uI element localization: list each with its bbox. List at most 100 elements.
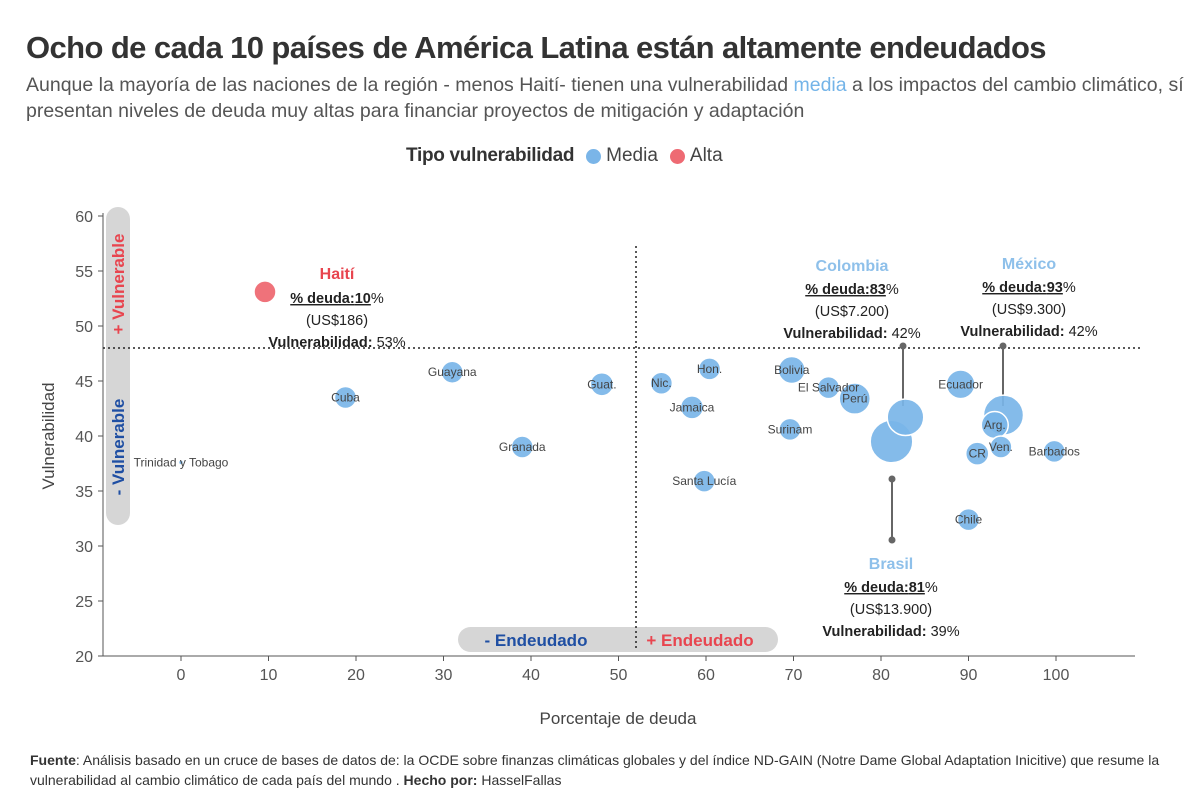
point-guayana[interactable] [440, 360, 464, 384]
footer-source-text: : Análisis basado en un cruce de bases d… [30, 752, 1160, 788]
legend-item-media[interactable]: Media [584, 145, 658, 167]
annotation-haiti: Haití % deuda:10% (US$186) Vulnerabilida… [268, 266, 405, 351]
point-jamaica[interactable] [679, 395, 705, 420]
haiti-amount: (US$186) [306, 313, 368, 329]
brasil-deuda-unit: % [925, 580, 938, 596]
haiti-vul-label: Vulnerabilidad: [268, 335, 372, 351]
x-tick-label: 10 [260, 667, 278, 684]
x-tick-label: 30 [435, 667, 453, 684]
vertical-quadrant-pill [106, 207, 130, 525]
brasil-amount: (US$13.900) [850, 602, 932, 618]
point-granada[interactable] [510, 435, 534, 459]
point-costa-rica[interactable] [964, 441, 990, 466]
mexico-deuda-label: % deuda: [982, 280, 1046, 296]
y-tick-label: 30 [75, 539, 93, 556]
legend-title: Tipo vulnerabilidad [406, 145, 575, 166]
minus-vulnerable-label: - Vulnerable [109, 399, 128, 496]
y-tick-label: 20 [75, 649, 93, 666]
point-label: Cuba [331, 391, 360, 405]
point-label: Arg. [984, 418, 1006, 432]
point-label: Ecuador [938, 377, 983, 391]
legend: Tipo vulnerabilidad Media Alta [406, 143, 733, 169]
haiti-name: Haití [320, 266, 355, 283]
haiti-deuda-unit: % [371, 291, 384, 307]
mexico-deuda-value: 93 [1047, 280, 1063, 296]
point-ecuador[interactable] [945, 369, 976, 400]
point-label: Ven. [989, 440, 1013, 454]
brasil-deuda-label: % deuda: [844, 580, 908, 596]
point-venezuela[interactable] [989, 435, 1013, 459]
mexico-leader-dot [999, 342, 1007, 350]
brasil-deuda: % deuda:81% [844, 580, 938, 596]
colombia-deuda: % deuda:83% [805, 282, 899, 298]
subtitle-part1: Aunque la mayoría de las naciones de la … [26, 74, 794, 96]
colombia-vulnerabilidad: Vulnerabilidad: 42% [783, 326, 920, 342]
mexico-amount: (US$9.300) [992, 302, 1066, 318]
y-tick-label: 50 [75, 319, 93, 336]
haiti-vulnerabilidad: Vulnerabilidad: 53% [268, 335, 405, 351]
x-tick-label: 100 [1043, 667, 1070, 684]
colombia-amount: (US$7.200) [815, 304, 889, 320]
legend-dot-alta [669, 148, 685, 164]
point-santa-luc-a[interactable] [692, 469, 716, 493]
x-tick-label: 0 [177, 667, 186, 684]
footer-made-by-text: HasselFallas [477, 772, 562, 788]
point-bolivia[interactable] [777, 355, 806, 385]
x-tick-label: 90 [960, 667, 978, 684]
x-tick-label: 40 [522, 667, 540, 684]
horizontal-quadrant-pill [458, 627, 778, 652]
point-label: CR [969, 447, 987, 461]
legend-label-media: Media [606, 145, 658, 166]
point-cuba[interactable] [333, 385, 358, 410]
point-label: El Salvador [798, 381, 859, 395]
y-tick-label: 35 [75, 484, 93, 501]
point-label: Trinidad y Tobago [134, 455, 229, 469]
colombia-deuda-value: 83 [870, 282, 886, 298]
mexico-name: México [1002, 256, 1056, 273]
legend-label-alta: Alta [689, 145, 723, 166]
point-label: Santa Lucía [672, 474, 736, 488]
y-tick-label: 45 [75, 374, 93, 391]
haiti-deuda-value: 10 [355, 291, 371, 307]
annotation-mexico: México % deuda:93% (US$9.300) Vulnerabil… [960, 256, 1097, 340]
footer-made-by-label: Hecho por: [403, 772, 478, 788]
colombia-deuda-label: % deuda: [805, 282, 869, 298]
mexico-vulnerabilidad: Vulnerabilidad: 42% [960, 324, 1097, 340]
point-label: Barbados [1029, 444, 1080, 458]
point-label: Hon. [697, 362, 722, 376]
point-surinam[interactable] [778, 417, 802, 442]
brasil-leader-dot-top [888, 475, 896, 483]
y-axis-label: Vulnerabilidad [39, 382, 58, 489]
point-per-[interactable] [838, 382, 872, 415]
subtitle-highlight: media [793, 74, 847, 96]
point-label: Perú [842, 392, 867, 406]
footer-source-label: Fuente [30, 752, 76, 768]
colombia-leader-dot [899, 342, 907, 350]
mexico-deuda: % deuda:93% [982, 280, 1076, 296]
point-honduras[interactable] [697, 357, 722, 381]
brasil-vul-label: Vulnerabilidad: [822, 624, 926, 640]
mexico-deuda-unit: % [1063, 280, 1076, 296]
point-nicaragua[interactable] [649, 371, 674, 395]
chart-subtitle: Aunque la mayoría de las naciones de la … [26, 72, 1186, 124]
brasil-vulnerabilidad: Vulnerabilidad: 39% [822, 624, 959, 640]
haiti-deuda: % deuda:10% [290, 291, 384, 307]
point-trinidad-y-tobago[interactable] [177, 459, 185, 466]
point-barbados[interactable] [1042, 439, 1066, 464]
point-chile[interactable] [956, 507, 981, 532]
footer: Fuente: Análisis basado en un cruce de b… [30, 750, 1190, 790]
point-hait-[interactable] [253, 280, 277, 304]
colombia-vul-value: 42% [888, 326, 921, 342]
point-guatemala[interactable] [589, 372, 615, 397]
point-colombia[interactable] [886, 398, 925, 437]
point-el-salvador[interactable] [816, 375, 841, 400]
x-axis-label: Porcentaje de deuda [540, 709, 697, 728]
haiti-deuda-label: % deuda: [290, 291, 354, 307]
chart-title: Ocho de cada 10 países de América Latina… [26, 30, 1047, 65]
legend-item-alta[interactable]: Alta [668, 145, 723, 167]
annotation-colombia: Colombia % deuda:83% (US$7.200) Vulnerab… [783, 258, 920, 342]
point-label: Guat. [587, 377, 616, 391]
mexico-vul-label: Vulnerabilidad: [960, 324, 1064, 340]
colombia-name: Colombia [816, 258, 889, 275]
